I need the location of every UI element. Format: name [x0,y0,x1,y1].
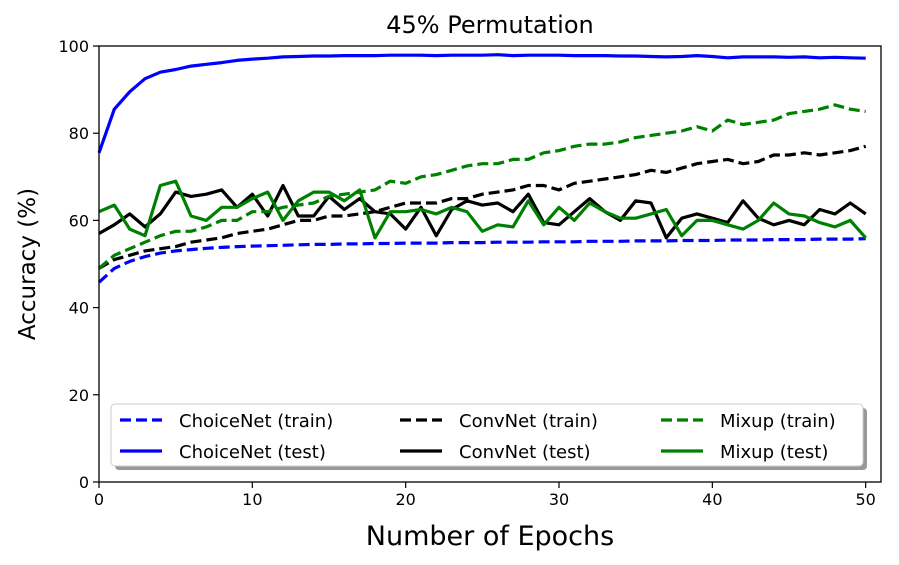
legend-label: ConvNet (test) [459,442,591,463]
y-tick-label: 20 [69,386,89,405]
legend-label: ChoiceNet (test) [179,442,326,463]
y-tick-label: 60 [69,211,89,230]
y-axis-label: Accuracy (%) [15,188,41,340]
axis-ticks: 0 10 20 30 40 50 0 20 40 60 80 100 [58,37,875,509]
legend: ChoiceNet (train) ChoiceNet (test) ConvNet… [110,403,867,470]
series-line-mixup-train [97,103,866,270]
y-tick-label: 100 [58,37,89,56]
y-tick-label: 40 [69,299,89,318]
plot-frame [98,45,882,483]
series-line-choicenet-test [97,53,866,154]
legend-label: Mixup (train) [720,411,836,432]
legend-label: Mixup (test) [720,442,828,463]
chart-title: 45% Permutation [386,11,593,39]
series-line-convnet-train [98,144,867,270]
x-tick-label: 0 [94,490,104,509]
series-line-convnet-test [98,183,867,240]
x-tick-label: 20 [395,490,415,509]
x-tick-label: 30 [549,490,569,509]
legend-label: ConvNet (train) [459,411,598,432]
plot-series [97,53,867,284]
x-tick-label: 10 [242,490,262,509]
x-axis-label: Number of Epochs [366,521,614,552]
y-tick-label: 80 [69,124,89,143]
legend-label: ChoiceNet (train) [179,411,333,432]
x-tick-label: 40 [702,490,722,509]
series-line-choicenet-train [97,237,866,284]
y-tick-label: 0 [79,473,89,492]
series-line-mixup-test [98,179,867,240]
x-tick-label: 50 [855,490,875,509]
